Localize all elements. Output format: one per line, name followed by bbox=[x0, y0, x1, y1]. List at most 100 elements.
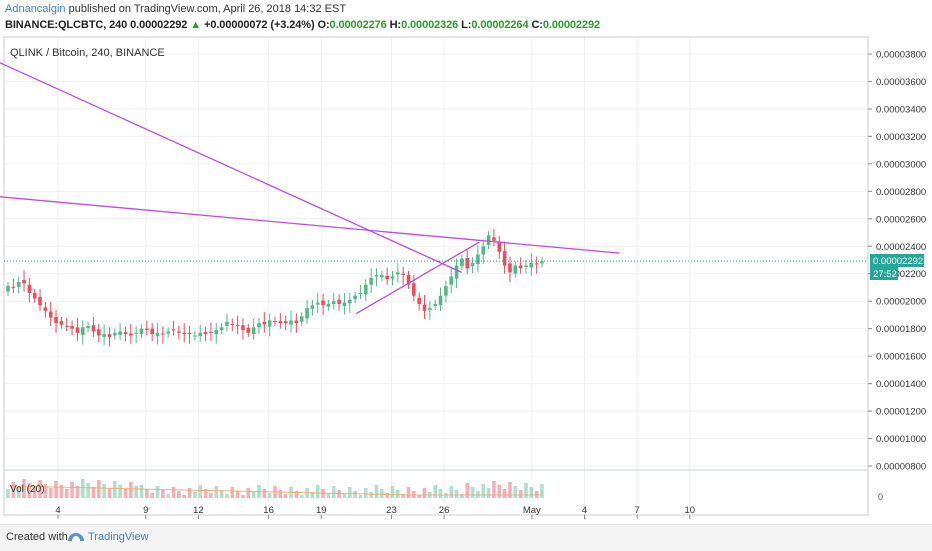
price-tick-label: 0.00003400 bbox=[876, 104, 926, 115]
candle-body bbox=[315, 302, 320, 305]
high-label: H: bbox=[389, 19, 402, 31]
volume-bar bbox=[43, 484, 48, 498]
candle-body bbox=[11, 286, 16, 288]
candle-body bbox=[54, 316, 58, 324]
candle-body bbox=[374, 275, 379, 277]
candle-body bbox=[150, 328, 154, 335]
candle-body bbox=[251, 327, 256, 335]
tradingview-link[interactable]: TradingView bbox=[88, 531, 149, 543]
candle-body bbox=[134, 332, 138, 334]
open-value: 0.00002276 bbox=[329, 19, 387, 31]
volume-bar bbox=[508, 482, 512, 498]
candle-body bbox=[390, 276, 395, 279]
volume-bar bbox=[331, 486, 336, 498]
candle-body bbox=[59, 321, 64, 325]
volume-bar bbox=[32, 487, 37, 498]
candle-body bbox=[267, 320, 272, 327]
volume-bar bbox=[369, 492, 373, 498]
candle-body bbox=[380, 275, 384, 278]
volume-bar bbox=[438, 489, 443, 498]
candle-body bbox=[187, 332, 192, 335]
time-tick-label: 4 bbox=[55, 505, 60, 516]
price-tick-label: 0.00002800 bbox=[876, 187, 926, 198]
high-value: 0.00002326 bbox=[401, 19, 459, 31]
candle-body bbox=[283, 321, 288, 324]
tradingview-logo-icon bbox=[68, 533, 84, 541]
volume-bar bbox=[358, 495, 363, 498]
candle-body bbox=[86, 325, 90, 328]
candle-body bbox=[438, 295, 443, 306]
candle-body bbox=[214, 330, 219, 335]
trendline bbox=[356, 241, 480, 315]
price-tick-label: 0.00001000 bbox=[876, 434, 926, 445]
time-tick-label: 12 bbox=[193, 505, 204, 516]
candle-body bbox=[369, 277, 373, 285]
symbol-label: BINANCE:QLCBTC, 240 bbox=[5, 19, 128, 31]
volume-bar bbox=[278, 490, 283, 498]
candle-body bbox=[235, 325, 240, 327]
published-text: published on TradingView.com, April 26, … bbox=[65, 3, 347, 15]
time-tick-label: 23 bbox=[386, 505, 397, 516]
time-tick-label: May bbox=[523, 505, 541, 516]
candle-body bbox=[422, 304, 427, 311]
volume-bar bbox=[86, 483, 90, 498]
volume-bar bbox=[203, 489, 208, 498]
volume-bar bbox=[102, 484, 106, 498]
last-price: 0.00002292 bbox=[130, 19, 188, 31]
candle-body bbox=[353, 295, 357, 300]
price-axis: 0.00003800 0.00003600 0.00003400 0.00003200… bbox=[868, 50, 926, 473]
candle-body bbox=[449, 276, 454, 285]
volume-bar bbox=[198, 485, 203, 498]
volume-bar bbox=[177, 491, 181, 498]
candle-body bbox=[433, 303, 437, 307]
volume-bar bbox=[486, 488, 491, 498]
volume-bar bbox=[283, 494, 288, 498]
volume-bar bbox=[91, 487, 96, 498]
candle-body bbox=[203, 332, 208, 335]
candle-body bbox=[358, 292, 363, 294]
candle-body bbox=[80, 327, 85, 335]
price-tick-label: 0.00002200 bbox=[876, 269, 926, 280]
volume-bar bbox=[310, 492, 315, 498]
candle-body bbox=[529, 262, 534, 268]
up-arrow-icon: ▲ bbox=[190, 19, 202, 31]
candle-body bbox=[363, 284, 368, 295]
candle-body bbox=[161, 333, 165, 335]
close-value: 0.00002292 bbox=[542, 19, 600, 31]
candle-body bbox=[401, 273, 405, 276]
candle-body bbox=[497, 241, 502, 252]
price-tick-label: 0.00002600 bbox=[876, 214, 926, 225]
candle-body bbox=[22, 279, 26, 284]
price-tick-label: 0.00003800 bbox=[876, 50, 926, 61]
time-tick-label: 4 bbox=[582, 505, 587, 516]
volume-bar bbox=[230, 487, 235, 498]
volume-bar bbox=[246, 488, 251, 498]
candle-body bbox=[481, 246, 486, 255]
candle-body bbox=[43, 307, 48, 311]
price-tick-label: 0.00000800 bbox=[876, 462, 926, 473]
candle-body bbox=[294, 320, 299, 324]
volume-bar bbox=[492, 481, 496, 498]
volume-bar bbox=[96, 480, 101, 498]
volume-bar bbox=[396, 490, 400, 498]
volume-bar bbox=[315, 485, 320, 498]
volume-bar bbox=[294, 491, 299, 498]
volume-bar bbox=[513, 486, 518, 498]
candle-body bbox=[470, 262, 475, 267]
time-axis: 4 9 12 16 19 23 26 May 4 7 10 bbox=[55, 505, 695, 519]
candle-body bbox=[396, 272, 400, 275]
volume-bar bbox=[64, 489, 69, 498]
volume-bar bbox=[342, 494, 347, 498]
volume-bar bbox=[118, 485, 122, 498]
author-link[interactable]: Adnancalgin bbox=[5, 3, 66, 15]
chart-title: QLINK / Bitcoin, 240, BINANCE bbox=[10, 47, 165, 59]
price-tick-label: 0.00003000 bbox=[876, 159, 926, 170]
candle-body bbox=[417, 297, 421, 304]
candle-body bbox=[107, 334, 112, 337]
price-chart[interactable]: QLINK / Bitcoin, 240, BINANCE 0.00003800… bbox=[0, 0, 932, 524]
candle-body bbox=[70, 325, 74, 329]
volume-bar bbox=[401, 494, 405, 498]
candle-body bbox=[289, 320, 293, 325]
volume-bar bbox=[235, 491, 240, 498]
candle-body bbox=[305, 308, 309, 319]
